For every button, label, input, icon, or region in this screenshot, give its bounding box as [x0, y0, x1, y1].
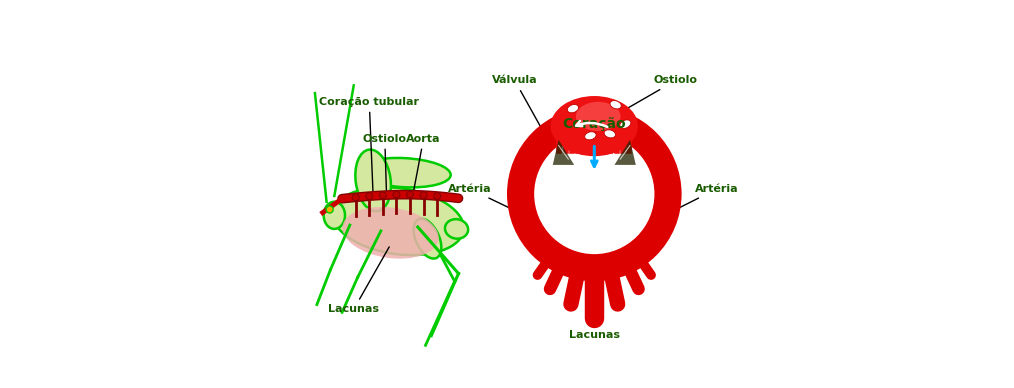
- Text: Ostiolo: Ostiolo: [363, 133, 407, 198]
- Circle shape: [434, 192, 441, 199]
- Polygon shape: [614, 140, 636, 165]
- Text: Ostiolo: Ostiolo: [626, 75, 698, 109]
- Text: Lacunas: Lacunas: [569, 310, 620, 340]
- Text: Coração: Coração: [563, 117, 626, 131]
- Ellipse shape: [620, 120, 631, 128]
- Ellipse shape: [358, 158, 450, 187]
- Ellipse shape: [604, 130, 615, 138]
- Ellipse shape: [333, 187, 463, 255]
- Circle shape: [379, 192, 386, 199]
- Ellipse shape: [355, 150, 391, 211]
- Circle shape: [393, 191, 400, 198]
- Ellipse shape: [585, 132, 596, 140]
- Ellipse shape: [610, 100, 622, 109]
- Circle shape: [366, 193, 373, 200]
- Circle shape: [507, 107, 681, 281]
- Ellipse shape: [323, 202, 345, 229]
- Ellipse shape: [343, 207, 439, 259]
- Ellipse shape: [445, 219, 468, 239]
- Ellipse shape: [551, 96, 638, 156]
- Circle shape: [420, 192, 427, 199]
- Circle shape: [534, 134, 654, 254]
- Circle shape: [352, 194, 359, 201]
- Circle shape: [407, 191, 414, 198]
- Polygon shape: [553, 140, 574, 165]
- Ellipse shape: [576, 102, 621, 131]
- Text: Válvula: Válvula: [492, 75, 558, 157]
- Text: Artéria: Artéria: [448, 184, 510, 208]
- Circle shape: [327, 206, 334, 213]
- Text: Aorta: Aorta: [407, 133, 441, 197]
- Text: Artéria: Artéria: [678, 184, 738, 208]
- Ellipse shape: [414, 219, 441, 258]
- Text: Coração tubular: Coração tubular: [319, 97, 419, 193]
- Ellipse shape: [567, 104, 579, 113]
- Text: Lacunas: Lacunas: [329, 247, 389, 314]
